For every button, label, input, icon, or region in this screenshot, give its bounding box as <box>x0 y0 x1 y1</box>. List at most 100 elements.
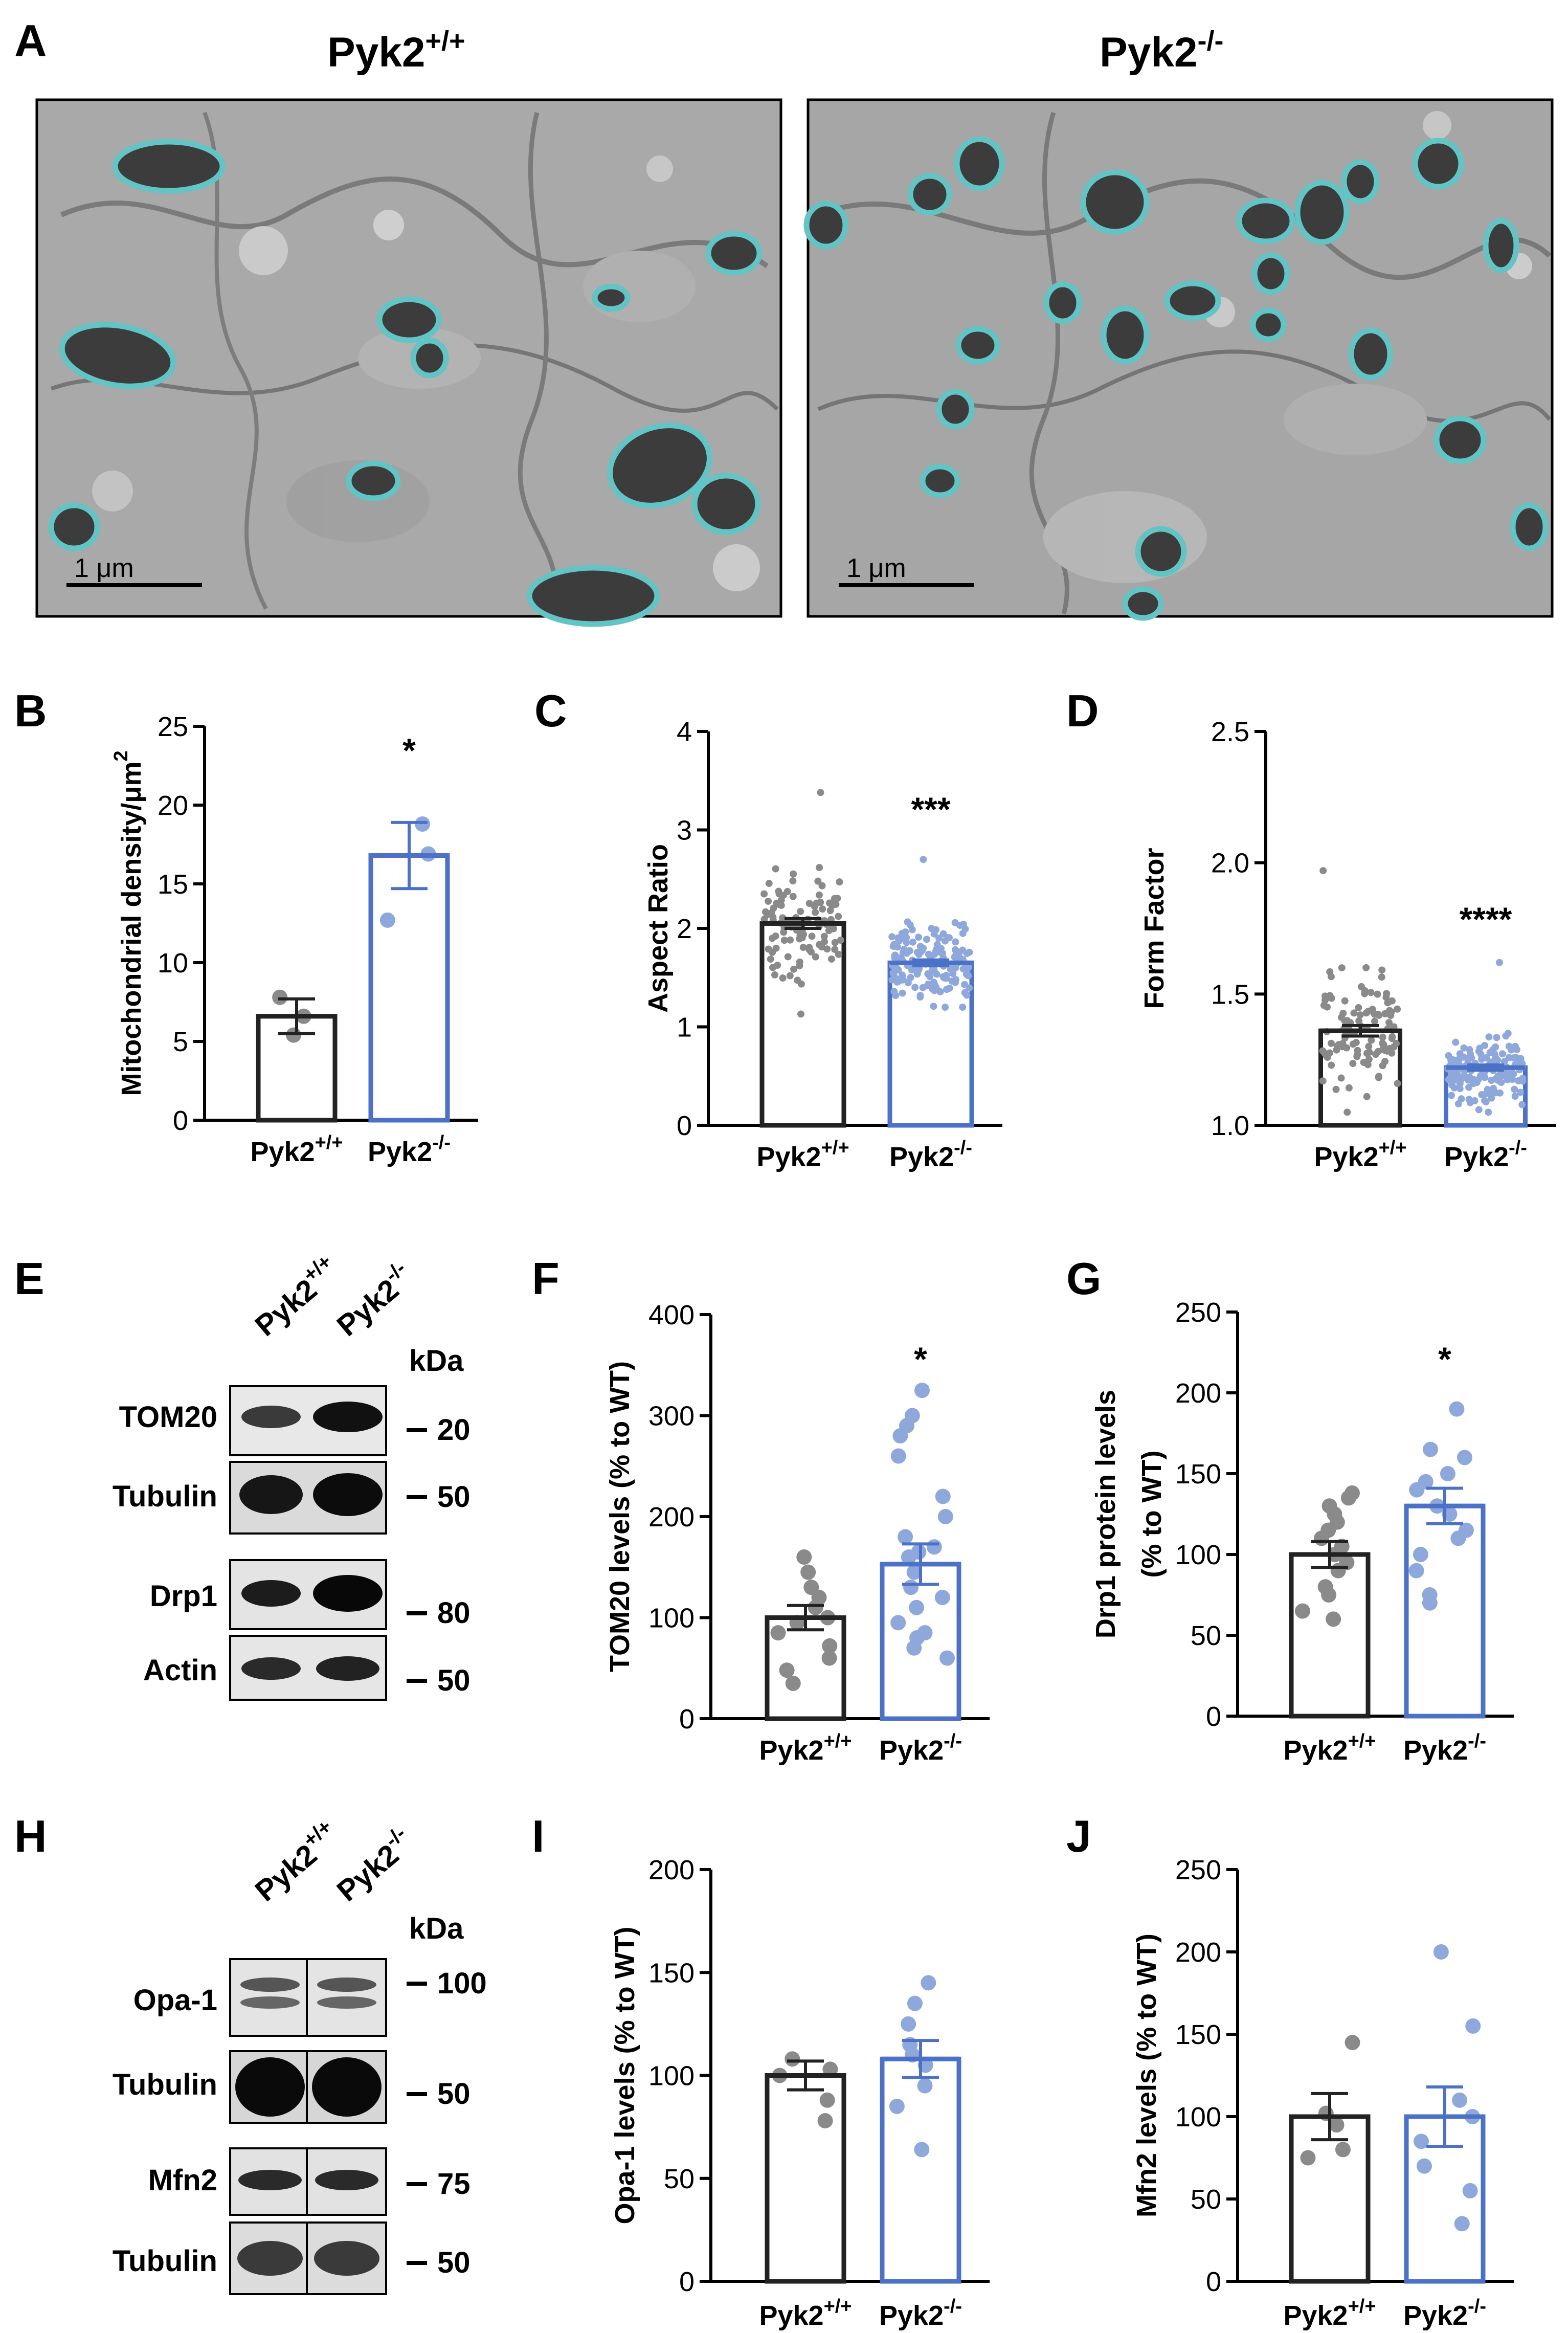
data-point <box>903 934 910 941</box>
data-point <box>815 891 823 899</box>
data-point <box>1344 1485 1360 1501</box>
data-point <box>1447 1059 1455 1067</box>
data-point <box>1317 1579 1333 1595</box>
data-point <box>939 1650 955 1666</box>
data-point <box>1408 1563 1424 1579</box>
data-point <box>1365 1056 1373 1063</box>
data-point <box>828 955 836 963</box>
data-point <box>835 950 842 958</box>
data-point <box>917 948 925 956</box>
data-point <box>286 1027 302 1043</box>
data-point <box>923 936 930 943</box>
data-point <box>914 2142 930 2158</box>
data-point <box>789 877 797 885</box>
y-tick-label: 25 <box>158 712 188 742</box>
data-point <box>1374 1048 1382 1055</box>
data-point <box>1468 1054 1475 1062</box>
data-point <box>1492 1089 1499 1097</box>
data-point <box>760 916 768 923</box>
data-point <box>1382 993 1390 1001</box>
data-point <box>966 948 973 956</box>
y-axis-label: Mitochondrial density/μm2 <box>110 750 147 1096</box>
y-tick-label: 250 <box>1175 1855 1221 1885</box>
data-point <box>1339 1009 1347 1017</box>
data-point <box>1382 1047 1390 1054</box>
title-ko: Pyk2-/- <box>1100 26 1223 76</box>
data-point <box>1518 1101 1526 1108</box>
data-point <box>1388 1033 1396 1040</box>
data-point <box>1362 964 1370 971</box>
data-point <box>1349 1060 1357 1068</box>
x-tick-label: Pyk2+/+ <box>756 1137 849 1172</box>
y-tick-label: 150 <box>1175 2019 1221 2050</box>
data-point <box>1481 1097 1488 1104</box>
x-tick-label: Pyk2-/- <box>368 1132 451 1167</box>
data-point <box>836 878 843 886</box>
data-point <box>943 986 951 993</box>
data-point <box>1378 973 1385 981</box>
western-e: E Pyk2+/+ Pyk2-/- kDa TOM20 20 Tubulin 5… <box>14 1250 471 1701</box>
data-point <box>760 890 768 898</box>
data-point <box>1353 1053 1361 1060</box>
data-point <box>1335 2142 1351 2158</box>
data-point <box>1497 1079 1505 1086</box>
data-point <box>822 1638 838 1654</box>
svg-text:Tubulin: Tubulin <box>113 2068 217 2101</box>
panel-label-a: A <box>14 15 47 66</box>
data-point <box>888 933 896 941</box>
data-point <box>787 936 794 944</box>
data-point <box>1456 1050 1464 1058</box>
data-point <box>915 934 923 941</box>
significance-marker: * <box>1438 1340 1451 1378</box>
data-point <box>1323 1052 1330 1060</box>
data-point <box>1456 1085 1464 1093</box>
data-point <box>899 948 907 956</box>
y-axis-label: Mfn2 levels (% to WT) <box>1131 1934 1162 2217</box>
data-point <box>1371 1017 1379 1025</box>
data-point <box>940 974 948 982</box>
data-point <box>765 945 772 953</box>
lane-label-h-ko: Pyk2-/- <box>328 1822 420 1908</box>
data-point <box>1483 1054 1490 1061</box>
y-tick-label: 0 <box>677 1110 692 1141</box>
data-point <box>959 1004 967 1011</box>
y-tick-label: 250 <box>1175 1297 1221 1328</box>
data-point <box>1356 1011 1364 1019</box>
blot-tubulin-e: Tubulin 50 <box>113 1461 471 1535</box>
data-point <box>911 984 919 991</box>
data-point <box>951 953 958 961</box>
data-point <box>1455 1076 1463 1084</box>
significance-marker: * <box>402 731 416 769</box>
data-point <box>1328 994 1335 1002</box>
data-point <box>1452 1038 1460 1046</box>
y-tick-label: 50 <box>664 2164 695 2194</box>
data-point <box>1375 1073 1383 1080</box>
data-point <box>1413 1547 1428 1562</box>
data-point <box>1393 1040 1400 1048</box>
data-point <box>1352 1039 1360 1047</box>
data-point <box>926 1539 942 1555</box>
data-point <box>894 934 902 942</box>
data-point <box>272 989 288 1005</box>
data-point <box>1387 1012 1395 1019</box>
bar-ko <box>1404 1503 1486 1719</box>
data-point <box>1345 2035 1360 2051</box>
data-point <box>1341 997 1349 1005</box>
data-point <box>780 937 788 944</box>
y-tick-label: 100 <box>1175 2102 1221 2132</box>
data-point <box>1478 1091 1486 1099</box>
data-point <box>1466 1046 1473 1053</box>
data-point <box>916 992 924 999</box>
data-point <box>899 989 906 997</box>
data-point <box>1445 1076 1452 1083</box>
data-point <box>1519 1075 1527 1082</box>
data-point <box>890 1615 906 1631</box>
x-tick-label: Pyk2+/+ <box>759 2296 852 2331</box>
y-tick-label: 200 <box>648 1855 695 1885</box>
data-point <box>959 921 967 928</box>
data-point <box>906 947 913 954</box>
data-point <box>796 958 803 966</box>
y-tick-label: 200 <box>1175 1378 1221 1409</box>
data-point <box>780 928 788 936</box>
data-point <box>952 976 959 984</box>
